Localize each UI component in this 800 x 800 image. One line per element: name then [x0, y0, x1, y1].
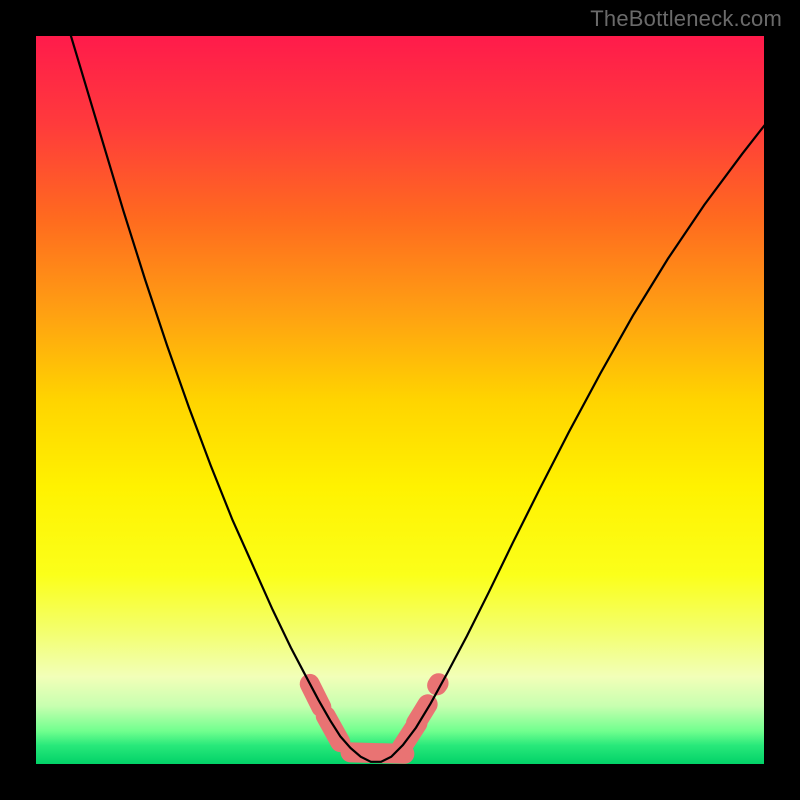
- gradient-background: [36, 36, 764, 764]
- valley-marker-segment: [416, 704, 428, 723]
- plot-area: [36, 36, 764, 764]
- valley-marker-segment: [326, 716, 341, 742]
- valley-marker-segment: [437, 683, 438, 685]
- watermark-text: TheBottleneck.com: [590, 6, 782, 32]
- chart-canvas: TheBottleneck.com: [0, 0, 800, 800]
- chart-svg: [36, 36, 764, 764]
